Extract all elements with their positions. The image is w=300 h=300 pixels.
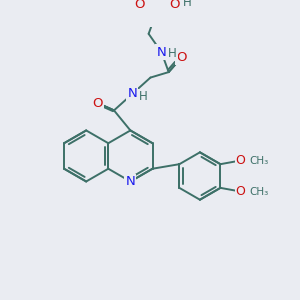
- Text: N: N: [127, 88, 137, 100]
- Text: N: N: [125, 175, 135, 188]
- Text: CH₃: CH₃: [249, 155, 268, 166]
- Text: N: N: [157, 46, 166, 59]
- Text: O: O: [176, 51, 187, 64]
- Text: O: O: [236, 154, 245, 167]
- Text: CH₃: CH₃: [249, 187, 268, 196]
- Text: H: H: [139, 90, 148, 103]
- Text: O: O: [236, 185, 245, 198]
- Text: O: O: [92, 97, 103, 110]
- Text: H: H: [168, 47, 177, 60]
- Text: H: H: [182, 0, 191, 9]
- Text: O: O: [134, 0, 145, 11]
- Text: O: O: [169, 0, 179, 11]
